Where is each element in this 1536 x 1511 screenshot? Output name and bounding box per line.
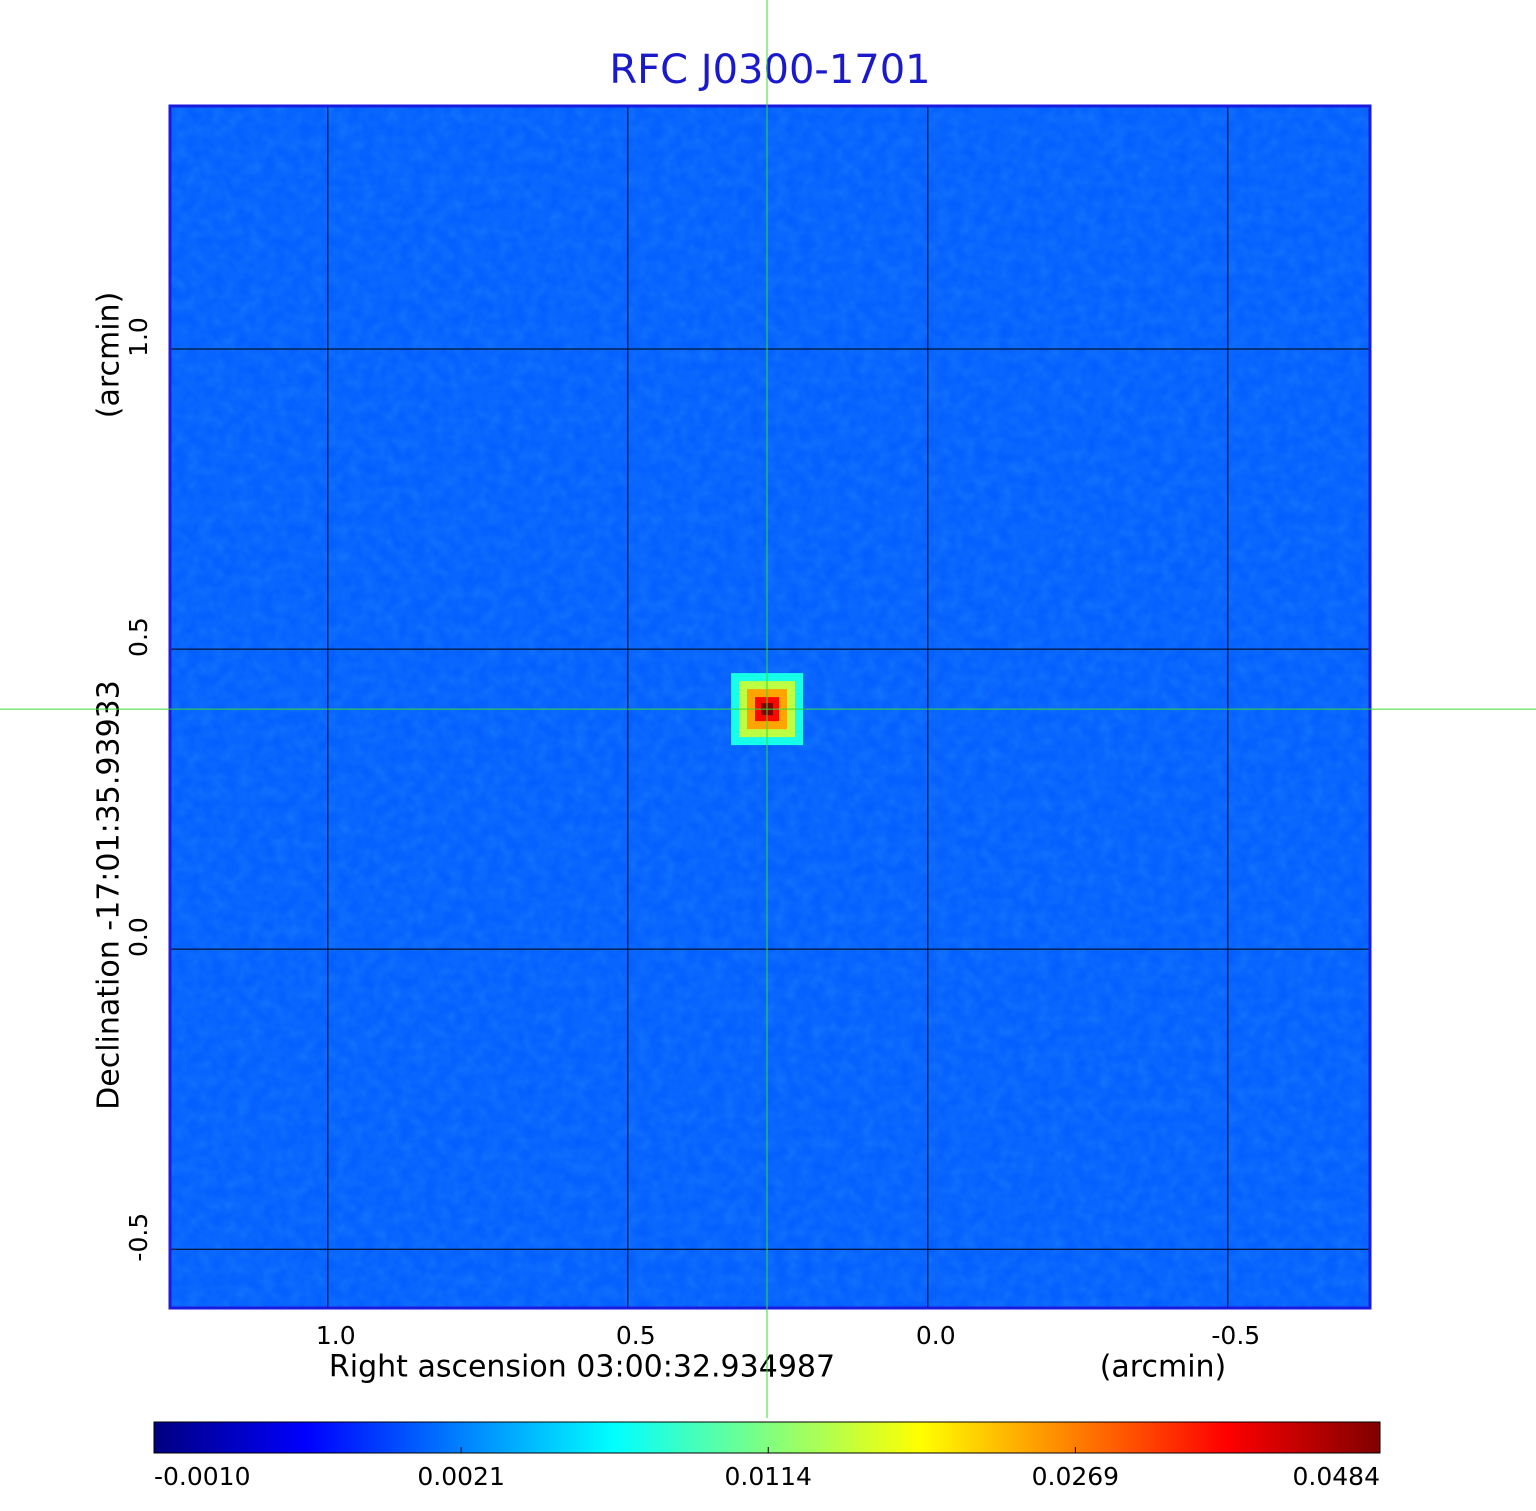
y-tick-label: -0.5 <box>124 1213 153 1262</box>
plot-border <box>168 104 1372 1310</box>
colorbar-tick-label: 0.0114 <box>724 1462 811 1491</box>
x-axis-label: Right ascension 03:00:32.934987 <box>329 1350 835 1385</box>
colorbar-tick-label: 0.0269 <box>1032 1462 1119 1491</box>
colorbar <box>153 1421 1381 1454</box>
x-axis-unit: (arcmin) <box>1100 1350 1227 1385</box>
x-tick-label: 1.0 <box>316 1321 356 1350</box>
colorbar-tick-label: 0.0484 <box>1293 1462 1380 1491</box>
y-tick-label: 0.5 <box>124 617 153 657</box>
y-tick-label: 1.0 <box>124 317 153 357</box>
chart-title: RFC J0300-1701 <box>609 47 930 93</box>
x-tick-label: 0.0 <box>916 1321 956 1350</box>
y-axis-label: Declination -17:01:35.93933 <box>92 680 127 1110</box>
x-tick-label: -0.5 <box>1211 1321 1260 1350</box>
colorbar-tick-label: -0.0010 <box>154 1462 251 1491</box>
y-tick-label: 0.0 <box>124 917 153 957</box>
x-tick-label: 0.5 <box>616 1321 656 1350</box>
y-axis-unit: (arcmin) <box>92 292 127 419</box>
colorbar-tick-label: 0.0021 <box>417 1462 504 1491</box>
